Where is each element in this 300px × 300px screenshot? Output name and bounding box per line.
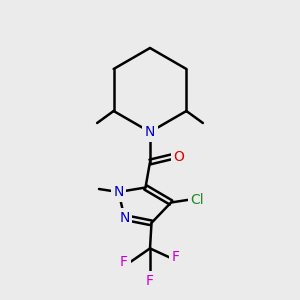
Text: F: F bbox=[120, 255, 128, 269]
Text: N: N bbox=[145, 125, 155, 139]
Text: O: O bbox=[174, 150, 184, 164]
Text: N: N bbox=[119, 211, 130, 224]
Text: F: F bbox=[172, 250, 180, 264]
Text: F: F bbox=[146, 274, 154, 287]
Text: Cl: Cl bbox=[190, 193, 204, 206]
Text: N: N bbox=[113, 185, 124, 199]
